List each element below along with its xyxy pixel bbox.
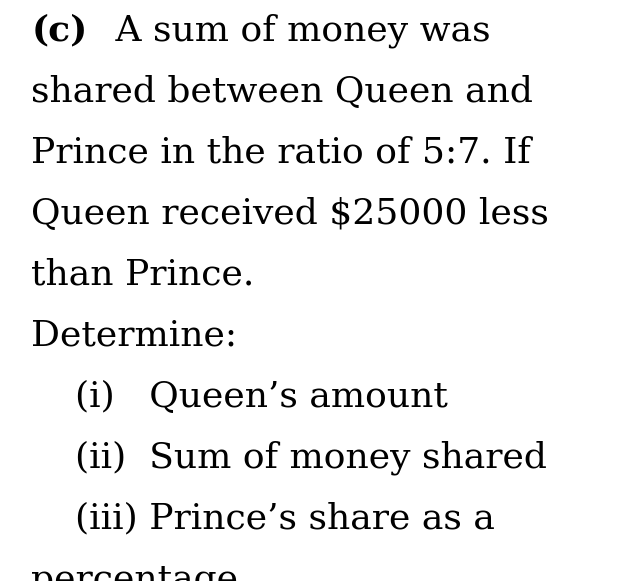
Text: percentage: percentage <box>31 563 239 581</box>
Text: A sum of money was: A sum of money was <box>104 14 490 48</box>
Text: (iii) Prince’s share as a: (iii) Prince’s share as a <box>75 502 495 536</box>
Text: (i)   Queen’s amount: (i) Queen’s amount <box>75 380 448 414</box>
Text: (ii)  Sum of money shared: (ii) Sum of money shared <box>75 440 547 475</box>
Text: Queen received $25000 less: Queen received $25000 less <box>31 197 550 231</box>
Text: shared between Queen and: shared between Queen and <box>31 75 533 109</box>
Text: Determine:: Determine: <box>31 319 237 353</box>
Text: than Prince.: than Prince. <box>31 258 255 292</box>
Text: (c): (c) <box>31 14 88 48</box>
Text: Prince in the ratio of 5:7. If: Prince in the ratio of 5:7. If <box>31 136 531 170</box>
